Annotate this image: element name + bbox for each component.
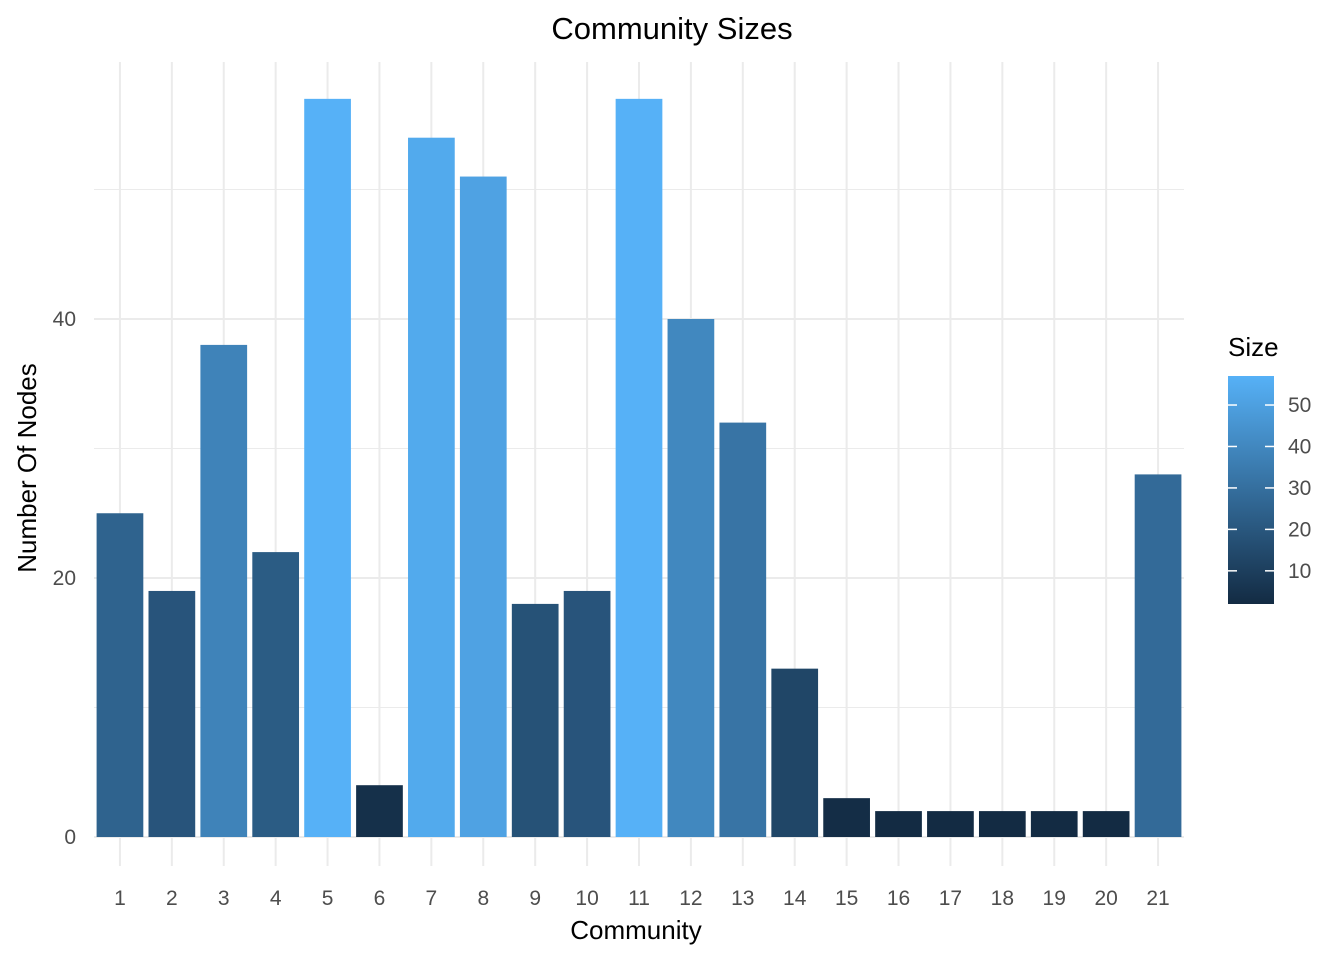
bar-community-3 — [200, 344, 248, 837]
y-tick-label: 40 — [53, 308, 76, 331]
bars-layer — [96, 98, 1182, 838]
x-tick-label: 19 — [1043, 887, 1066, 910]
bar-community-9 — [511, 603, 559, 837]
chart-title: Community Sizes — [551, 11, 792, 46]
x-tick-label: 8 — [477, 887, 489, 910]
legend-tick-label: 40 — [1288, 435, 1311, 458]
x-tick-label: 10 — [575, 887, 598, 910]
legend: Size 10 20 30 40 50 — [1228, 332, 1311, 604]
bar-community-8 — [459, 176, 507, 838]
bar-community-4 — [252, 552, 300, 837]
x-tick-label: 15 — [835, 887, 858, 910]
bar-community-14 — [771, 668, 819, 837]
x-tick-label: 14 — [783, 887, 807, 910]
x-tick-label: 1 — [114, 887, 126, 910]
bar-community-19 — [1030, 811, 1078, 837]
bar-community-12 — [667, 319, 715, 837]
bar-community-10 — [563, 590, 611, 837]
legend-tick-label: 10 — [1288, 560, 1311, 583]
bar-community-6 — [356, 785, 403, 837]
x-tick-label: 7 — [426, 887, 438, 910]
legend-tick-label: 30 — [1288, 477, 1311, 500]
x-tick-label: 9 — [529, 887, 541, 910]
y-tick-label: 0 — [64, 826, 76, 849]
x-tick-label: 12 — [679, 887, 702, 910]
x-axis-ticks: 1 2 3 4 5 6 7 8 9 10 11 12 13 14 15 16 17 18 19 20 21 — [114, 887, 1170, 910]
x-axis-title: Community — [570, 915, 701, 945]
x-tick-label: 2 — [166, 887, 178, 910]
bar-community-13 — [719, 422, 767, 837]
x-tick-label: 17 — [939, 887, 962, 910]
x-tick-label: 4 — [270, 887, 282, 910]
x-tick-label: 3 — [218, 887, 230, 910]
legend-tick-label: 50 — [1288, 394, 1311, 417]
x-tick-label: 5 — [322, 887, 334, 910]
x-tick-label: 20 — [1094, 887, 1117, 910]
legend-title: Size — [1228, 332, 1279, 362]
x-tick-label: 13 — [731, 887, 754, 910]
bar-community-17 — [927, 811, 974, 837]
x-tick-label: 21 — [1146, 887, 1169, 910]
bar-community-2 — [148, 590, 196, 837]
y-axis-title: Number Of Nodes — [12, 363, 42, 573]
y-axis-ticks: 0 20 40 — [53, 308, 76, 849]
bar-community-5 — [304, 98, 351, 838]
legend-ticks: 10 20 30 40 50 — [1228, 394, 1311, 583]
x-tick-label: 16 — [887, 887, 910, 910]
bar-community-11 — [615, 98, 663, 838]
legend-tick-label: 20 — [1288, 518, 1311, 541]
x-tick-label: 18 — [991, 887, 1014, 910]
bar-community-7 — [408, 137, 455, 837]
bar-community-20 — [1082, 811, 1130, 837]
bar-community-16 — [875, 811, 922, 837]
bar-community-15 — [823, 798, 870, 837]
legend-colorbar — [1228, 376, 1274, 604]
bar-community-21 — [1134, 474, 1182, 837]
x-tick-label: 6 — [374, 887, 386, 910]
x-tick-label: 11 — [628, 887, 650, 910]
bar-community-1 — [96, 513, 144, 837]
y-tick-label: 20 — [53, 567, 76, 590]
bar-community-18 — [978, 811, 1026, 837]
